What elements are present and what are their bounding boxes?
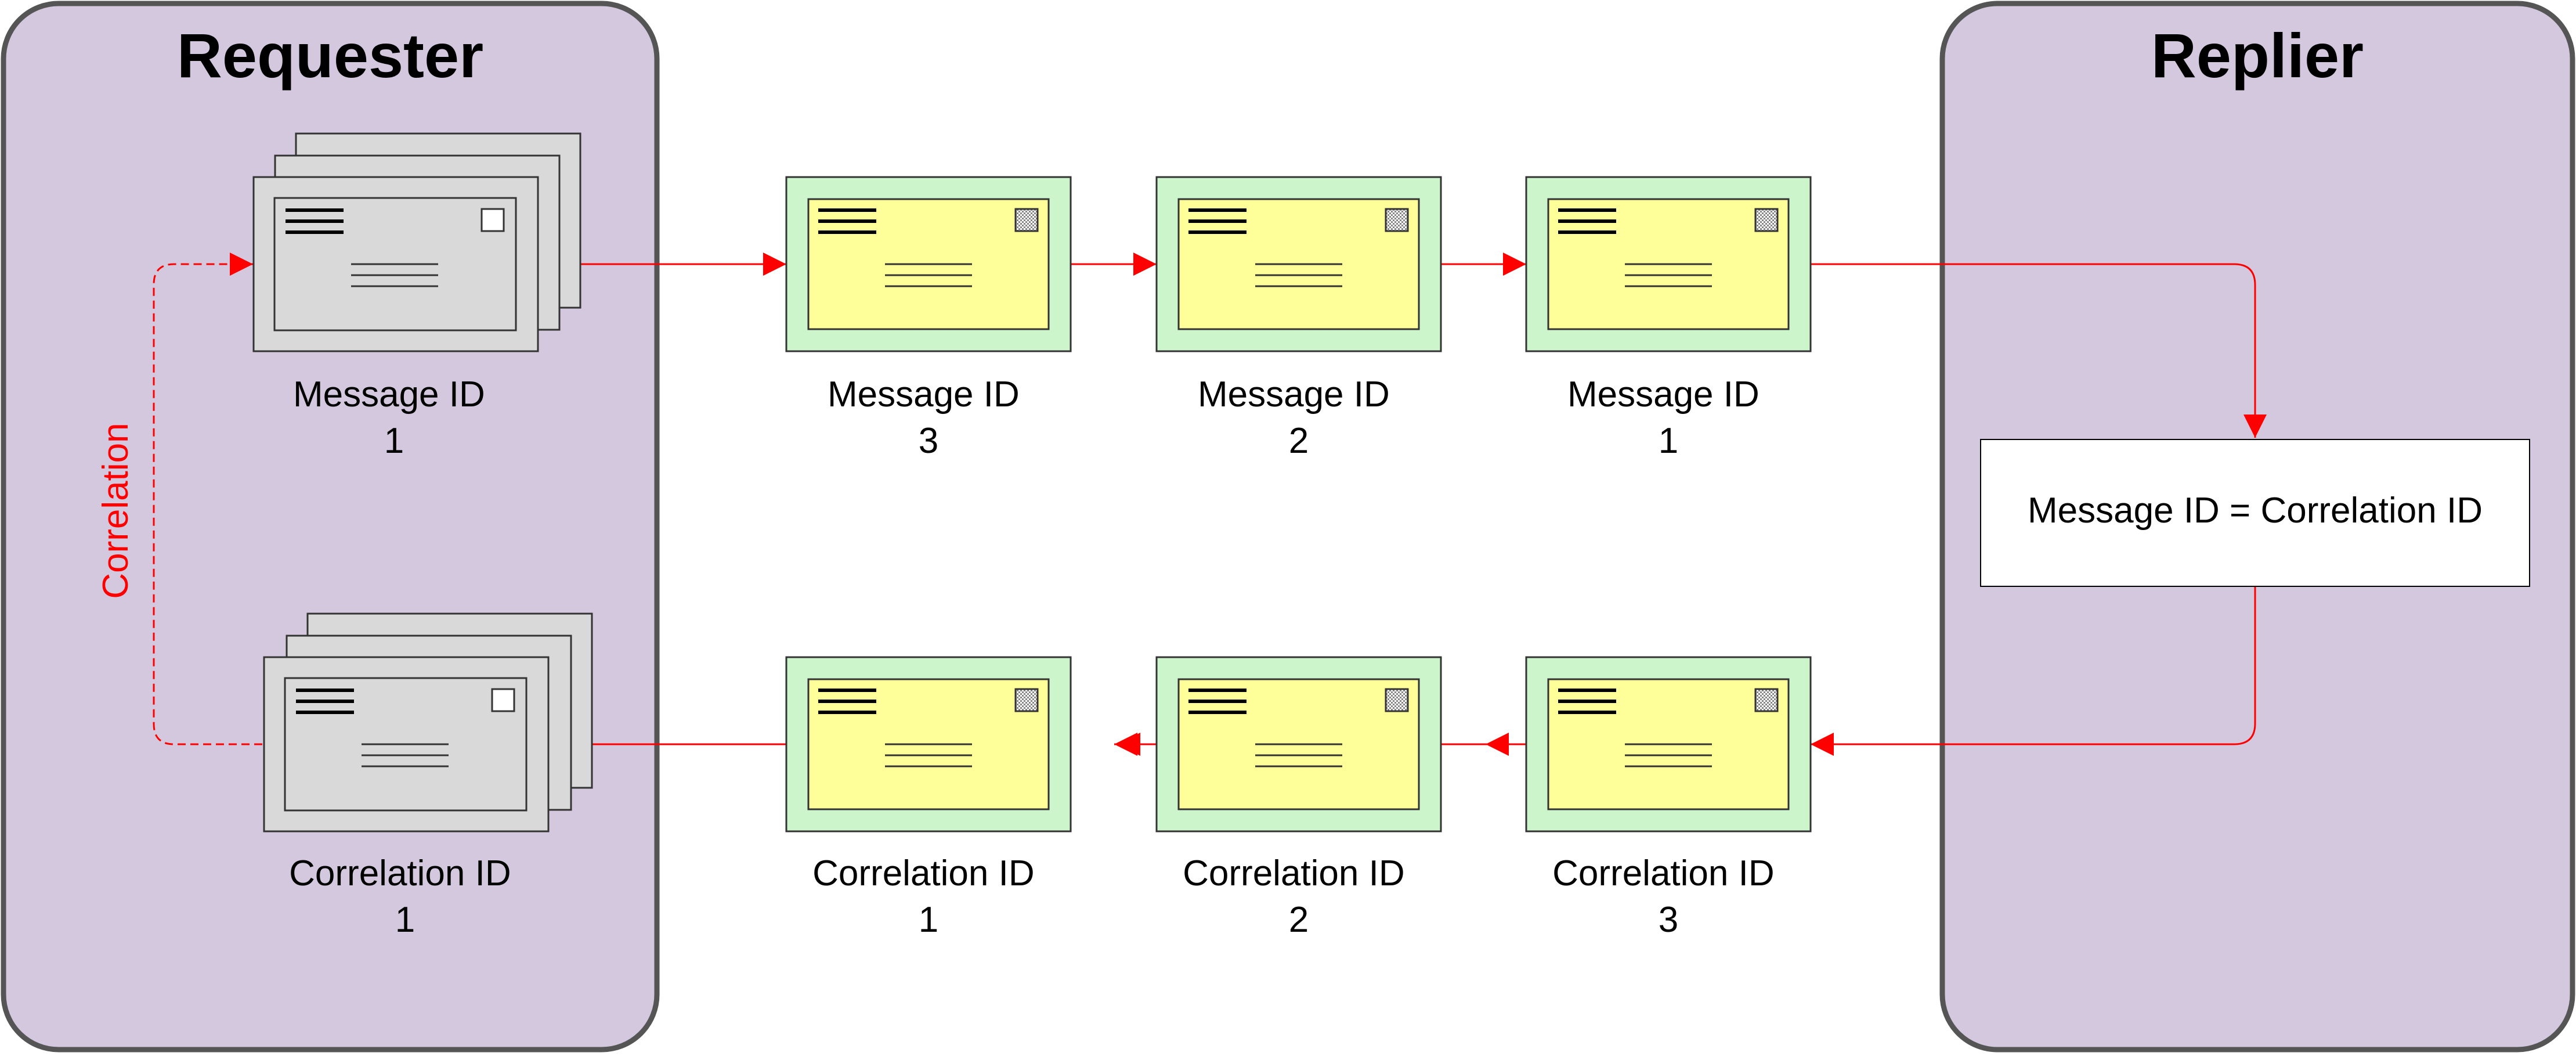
request-flow-arrows	[580, 253, 2267, 438]
request-queue-message: Message ID 1	[1525, 176, 1812, 461]
message-envelope-icon	[1525, 656, 1812, 832]
message-envelope-icon	[1155, 656, 1442, 832]
reply-envelope-label: Correlation ID 1	[289, 853, 521, 940]
request-queue-message: Message ID 2	[1155, 176, 1442, 461]
message-envelope-icon	[785, 176, 1072, 352]
message-envelope-icon	[785, 656, 1072, 832]
replier-title: Replier	[2151, 20, 2364, 91]
transform-box	[1980, 439, 2530, 587]
transform-box-label: Message ID = Correlation ID	[2028, 491, 2483, 531]
reply-queue-message: Correlation ID 3	[1525, 656, 1812, 940]
reply-envelope-stack	[263, 612, 593, 832]
message-label: Correlation ID 3	[1552, 853, 1784, 940]
message-label: Message ID 3	[828, 374, 1029, 461]
correlation-link	[153, 253, 262, 745]
requester-title: Requester	[177, 20, 483, 91]
message-label: Correlation ID 1	[812, 853, 1045, 940]
request-envelope-label: Message ID 1	[293, 374, 495, 461]
request-envelope-stack	[252, 132, 581, 352]
message-envelope-icon	[1525, 176, 1812, 352]
reply-queue-message: Correlation ID 1	[785, 656, 1072, 940]
message-label: Message ID 2	[1198, 374, 1400, 461]
message-label: Message ID 1	[1567, 374, 1769, 461]
request-queue-message: Message ID 3	[785, 176, 1072, 461]
message-envelope-icon	[1155, 176, 1442, 352]
correlation-label: Correlation	[96, 423, 136, 599]
message-label: Correlation ID 2	[1183, 853, 1415, 940]
reply-queue-message: Correlation ID 2	[1155, 656, 1442, 940]
